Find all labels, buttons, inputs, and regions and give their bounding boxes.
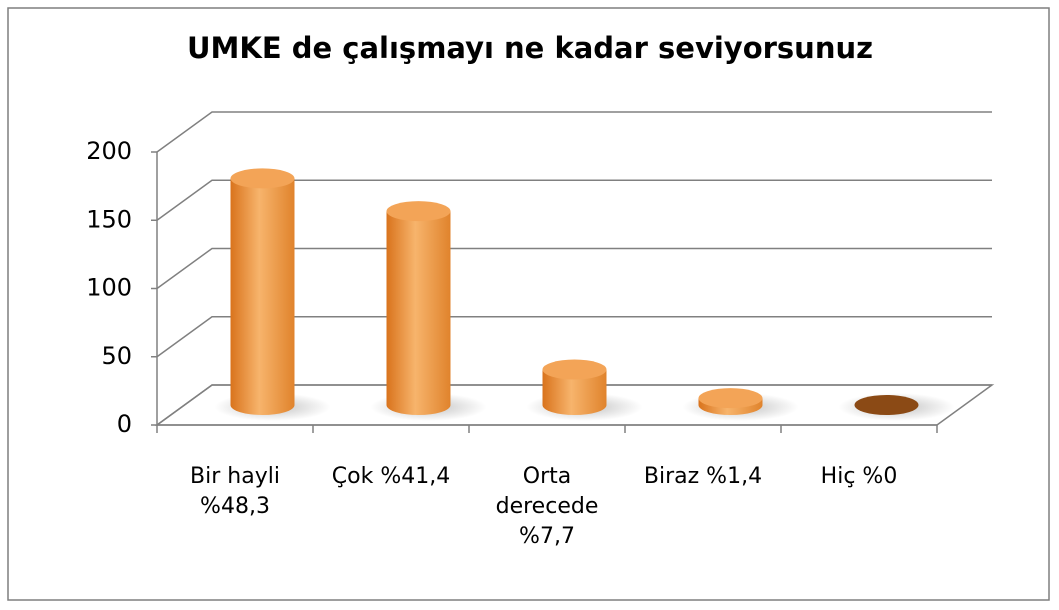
grid-line: [156, 384, 992, 426]
bar: [230, 168, 295, 415]
chart-border: [7, 7, 1050, 601]
y-tick-label: 200: [86, 137, 132, 165]
x-tick-label: Biraz %1,4: [643, 464, 763, 489]
grid-line: [156, 179, 992, 221]
y-tick-label: 50: [101, 342, 132, 370]
grid-line: [156, 316, 992, 358]
chart-title: UMKE de çalışmayı ne kadar seviyorsunuz: [187, 31, 873, 65]
grid-line: [156, 247, 992, 290]
y-tick-label: 0: [117, 410, 132, 438]
x-tick-label: Çok %41,4: [331, 464, 451, 489]
y-tick-label: 100: [86, 274, 132, 302]
x-tick-label: Hiç %0: [820, 464, 898, 489]
bar: [542, 359, 607, 415]
bar: [854, 395, 919, 415]
grid-line: [156, 111, 992, 153]
x-tick-label: Bir hayli %48,3: [190, 464, 280, 519]
x-tick-label: Orta derecede %7,7: [495, 464, 599, 549]
bar: [698, 388, 763, 415]
y-tick-label: 150: [86, 205, 132, 233]
bar: [386, 201, 451, 415]
